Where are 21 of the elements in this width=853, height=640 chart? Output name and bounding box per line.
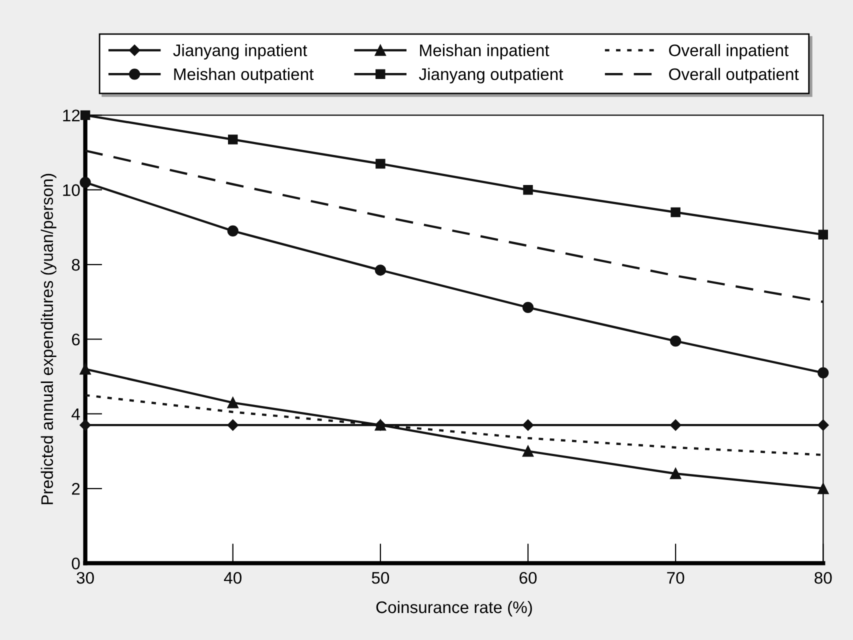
- legend-label: Overall inpatient: [669, 44, 789, 60]
- x-tick-label: 70: [667, 572, 684, 584]
- legend-label: Meishan inpatient: [420, 44, 550, 60]
- x-tick-label: 60: [520, 572, 537, 584]
- x-tick-label: 40: [224, 572, 242, 584]
- y-tick-label: 2: [72, 482, 80, 495]
- x-tick-label: 50: [372, 572, 390, 584]
- x-axis-title: Coinsurance rate (%): [376, 600, 532, 616]
- y-tick-label: 0: [72, 558, 80, 570]
- y-axis-title: Predicted annual expenditures (yuan/person): [40, 174, 56, 504]
- x-tick-label: 30: [76, 572, 94, 584]
- y-tick-label: 10: [63, 184, 80, 196]
- x-tick-label: 80: [814, 572, 832, 584]
- y-tick-label: 12: [63, 110, 80, 122]
- y-tick-label: 8: [72, 258, 80, 271]
- legend-label: Overall outpatient: [669, 68, 799, 84]
- y-tick-label: 4: [72, 408, 80, 420]
- legend-label: Jianyang outpatient: [418, 68, 564, 84]
- legend-label: Jianyang inpatient: [173, 44, 308, 60]
- legend-label: Meishan outpatient: [174, 68, 314, 84]
- y-tick-label: 6: [72, 334, 80, 346]
